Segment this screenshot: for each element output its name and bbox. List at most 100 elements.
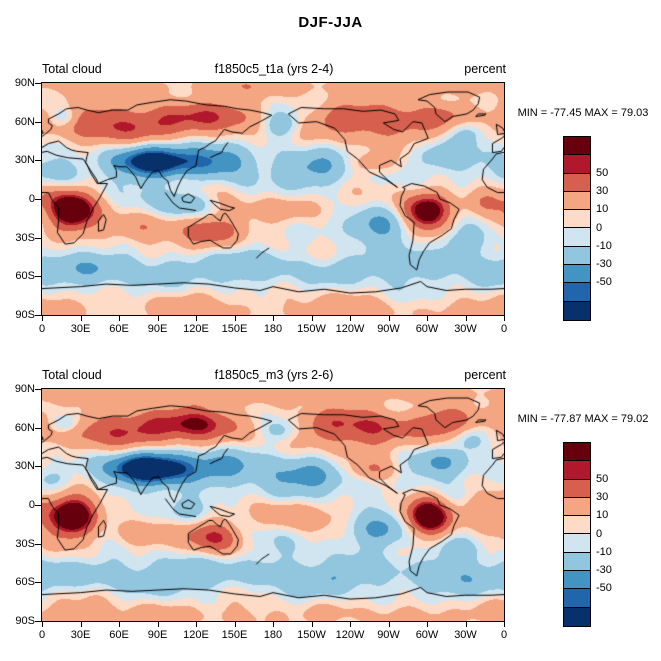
lon-tick-mark: [196, 316, 197, 321]
colorbar-segment: [564, 246, 590, 266]
panel-top: Total cloud f1850c5_t1a (yrs 2-4) percen…: [0, 62, 661, 354]
lon-tick-label: 0: [38, 323, 46, 335]
lon-tick-label: 60E: [109, 629, 129, 641]
colorbar-tick-label: -50: [596, 582, 612, 595]
lon-tick-mark: [196, 622, 197, 627]
map-canvas: [42, 83, 504, 315]
lon-tick-label: 180: [263, 629, 283, 641]
lat-tick-mark: [35, 276, 41, 277]
colorbar-tick-label: 30: [596, 490, 609, 503]
colorbar-tick-label: 10: [596, 509, 609, 522]
lon-tick-mark: [389, 622, 390, 627]
lat-tick-label: 60S: [15, 576, 35, 589]
minmax-label: MIN = -77.45 MAX = 79.03: [517, 107, 649, 119]
lat-tick-label: 90S: [15, 309, 35, 321]
colorbar-tick-label: 0: [596, 221, 603, 234]
lat-tick-mark: [35, 122, 41, 123]
panel-units-label: percent: [464, 368, 506, 382]
lon-tick-mark: [350, 316, 351, 321]
colorbar-segment: [564, 571, 590, 590]
lat-tick-label: 0: [28, 499, 35, 511]
colorbar: 50 30 10 0 -10 -30 -50: [563, 136, 661, 328]
colorbar-segment: [564, 461, 590, 480]
lon-tick-label: 30E: [70, 323, 91, 335]
lat-tick-label: 30S: [15, 537, 35, 550]
lon-tick-mark: [81, 622, 82, 627]
colorbar-tick-label: -10: [596, 545, 612, 558]
lon-tick-label: 30W: [454, 323, 477, 335]
map-canvas: [42, 389, 504, 621]
lat-tick-label: 60N: [14, 421, 35, 434]
lon-tick-mark: [427, 622, 428, 627]
colorbar-segment: [564, 516, 590, 535]
colorbar-segment: [564, 210, 590, 229]
lat-tick-mark: [35, 83, 41, 84]
lon-tick-mark: [158, 622, 159, 627]
lon-tick-mark: [466, 622, 467, 627]
colorbar-segment: [564, 173, 590, 192]
lon-tick-mark: [42, 622, 43, 627]
lon-tick-mark: [504, 316, 505, 321]
colorbar: 50 30 10 0 -10 -30 -50: [563, 442, 661, 634]
colorbar-segment: [564, 228, 590, 247]
lat-tick-mark: [35, 466, 41, 467]
lat-tick-mark: [35, 389, 41, 390]
panel-variable-label: Total cloud: [42, 62, 102, 76]
colorbar-tick-label: 50: [596, 472, 609, 485]
map-frame: [41, 388, 505, 622]
panel-title: f1850c5_m3 (yrs 2-6): [214, 368, 334, 382]
panel-bottom: Total cloud f1850c5_m3 (yrs 2-6) percent…: [0, 368, 661, 660]
lon-tick-label: 120E: [183, 629, 209, 641]
lat-tick-label: 90N: [14, 77, 35, 89]
lat-tick-label: 30N: [14, 154, 35, 167]
minmax-label: MIN = -77.87 MAX = 79.02: [517, 413, 649, 425]
lat-tick-mark: [35, 160, 41, 161]
lat-tick-mark: [35, 199, 41, 200]
lon-tick-mark: [119, 316, 120, 321]
lat-tick-label: 30S: [15, 231, 35, 244]
lat-tick-label: 30N: [14, 460, 35, 473]
lat-tick-label: 0: [28, 193, 35, 205]
lon-tick-label: 120W: [335, 629, 365, 641]
lon-tick-label: 0: [38, 629, 46, 641]
colorbar-segment: [564, 443, 590, 462]
lon-tick-mark: [273, 622, 274, 627]
colorbar-tick-label: 0: [596, 527, 603, 540]
lon-tick-label: 60E: [109, 323, 129, 335]
colorbar-segment: [564, 534, 590, 553]
lon-tick-label: 150E: [221, 323, 248, 335]
lat-tick-mark: [35, 315, 41, 316]
colorbar-segment: [564, 497, 590, 517]
lon-tick-label: 90W: [377, 323, 400, 335]
lon-tick-label: 90E: [147, 323, 168, 335]
map-frame: [41, 82, 505, 316]
lon-tick-mark: [235, 316, 236, 321]
colorbar-segment: [564, 607, 590, 626]
panel-title: f1850c5_t1a (yrs 2-4): [214, 62, 334, 76]
lat-tick-mark: [35, 544, 41, 545]
colorbar-segment: [564, 479, 590, 498]
lon-tick-label: 120W: [335, 323, 365, 335]
lat-tick-mark: [35, 238, 41, 239]
lon-tick-mark: [119, 622, 120, 627]
colorbar-segment: [564, 283, 590, 302]
colorbar-segment: [564, 155, 590, 174]
lon-tick-mark: [235, 622, 236, 627]
colorbar-tick-label: -10: [596, 239, 612, 252]
lon-tick-label: 0: [500, 629, 508, 641]
lat-tick-label: 60S: [15, 270, 35, 283]
colorbar-segment: [564, 137, 590, 156]
lon-tick-label: 120E: [183, 323, 209, 335]
colorbar-segment: [564, 552, 590, 572]
lon-tick-mark: [427, 316, 428, 321]
lon-tick-mark: [350, 622, 351, 627]
lon-tick-mark: [504, 622, 505, 627]
lon-tick-label: 150W: [297, 629, 326, 641]
colorbar-segment: [564, 301, 590, 320]
lon-tick-mark: [158, 316, 159, 321]
lon-tick-label: 60W: [415, 629, 439, 641]
lon-tick-label: 30W: [454, 629, 477, 641]
lon-tick-label: 90W: [377, 629, 400, 641]
lon-tick-label: 150E: [221, 629, 248, 641]
lon-tick-label: 180: [263, 323, 283, 335]
